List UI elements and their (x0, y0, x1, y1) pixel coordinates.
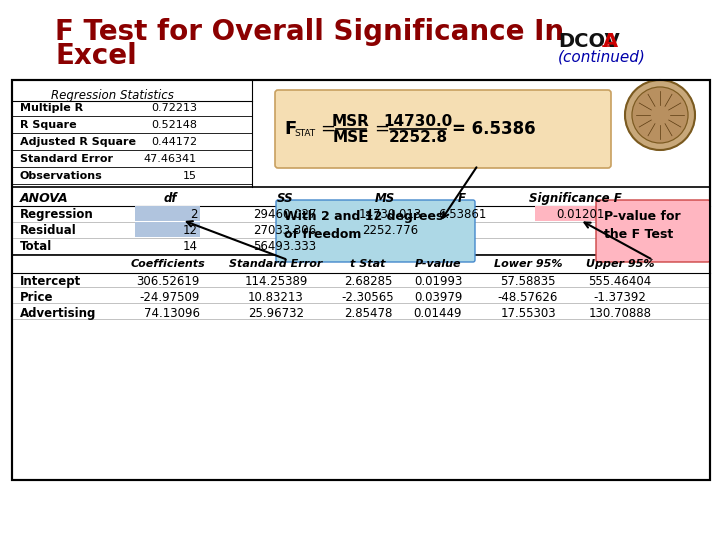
Text: 2.85478: 2.85478 (344, 307, 392, 320)
Text: Standard Error: Standard Error (20, 154, 113, 164)
Text: 29460.027: 29460.027 (253, 208, 317, 221)
Text: 0.52148: 0.52148 (151, 120, 197, 130)
Text: 0.01201: 0.01201 (556, 208, 604, 221)
Text: Excel: Excel (55, 42, 137, 70)
Text: -48.57626: -48.57626 (498, 291, 558, 304)
Text: Regression Statistics: Regression Statistics (50, 89, 174, 102)
FancyBboxPatch shape (276, 200, 475, 262)
Text: Intercept: Intercept (20, 275, 81, 288)
Text: of freedom: of freedom (284, 228, 361, 241)
Text: -24.97509: -24.97509 (140, 291, 200, 304)
Bar (535, 206, 625, 221)
Text: = 6.5386: = 6.5386 (452, 120, 536, 138)
Text: 555.46404: 555.46404 (588, 275, 652, 288)
Text: 27033.306: 27033.306 (253, 224, 317, 237)
Text: F: F (458, 192, 466, 205)
Text: Lower 95%: Lower 95% (494, 259, 562, 269)
FancyBboxPatch shape (275, 90, 611, 168)
Text: SS: SS (276, 192, 293, 205)
Text: Regression: Regression (20, 208, 94, 221)
Text: With 2 and 12 degrees: With 2 and 12 degrees (284, 210, 444, 223)
Text: 14730.0: 14730.0 (383, 113, 453, 129)
Text: 12: 12 (183, 224, 198, 237)
Text: =: = (374, 120, 389, 138)
Text: Coefficients: Coefficients (130, 259, 205, 269)
Text: F Test for Overall Significance In: F Test for Overall Significance In (55, 18, 564, 46)
Text: 114.25389: 114.25389 (244, 275, 307, 288)
Text: Advertising: Advertising (20, 307, 96, 320)
Text: STAT: STAT (294, 130, 315, 138)
Text: the F Test: the F Test (604, 228, 673, 241)
Text: Multiple R: Multiple R (20, 103, 83, 113)
Text: =: = (320, 120, 335, 138)
Text: ANOVA: ANOVA (20, 192, 68, 205)
Text: t Stat: t Stat (350, 259, 386, 269)
Text: 25.96732: 25.96732 (248, 307, 304, 320)
Text: 15: 15 (183, 171, 197, 181)
Text: P-value: P-value (415, 259, 462, 269)
Text: 56493.333: 56493.333 (253, 240, 317, 253)
Text: MS: MS (375, 192, 395, 205)
Text: 0.44172: 0.44172 (151, 137, 197, 147)
Text: DCOV: DCOV (558, 32, 620, 51)
Text: -2.30565: -2.30565 (342, 291, 395, 304)
Text: 306.52619: 306.52619 (137, 275, 200, 288)
Text: 130.70888: 130.70888 (588, 307, 652, 320)
Text: R Square: R Square (20, 120, 76, 130)
Text: 10.83213: 10.83213 (248, 291, 304, 304)
Circle shape (632, 87, 688, 143)
Text: A: A (603, 32, 618, 51)
Text: Significance F: Significance F (528, 192, 621, 205)
Text: 74.13096: 74.13096 (144, 307, 200, 320)
Text: 17.55303: 17.55303 (500, 307, 556, 320)
Text: MSR: MSR (332, 113, 370, 129)
Text: P-value for: P-value for (604, 210, 680, 223)
Text: 2252.8: 2252.8 (388, 131, 448, 145)
Text: df: df (163, 192, 176, 205)
Bar (12, 80, 710, 480)
Text: -1.37392: -1.37392 (593, 291, 647, 304)
Text: 14730.013: 14730.013 (359, 208, 422, 221)
Bar (350, 222, 430, 237)
Text: 0.01993: 0.01993 (414, 275, 462, 288)
Text: Adjusted R Square: Adjusted R Square (20, 137, 136, 147)
Bar (135, 206, 200, 221)
Text: Standard Error: Standard Error (229, 259, 323, 269)
Text: Residual: Residual (20, 224, 77, 237)
FancyBboxPatch shape (596, 200, 710, 262)
Bar (350, 206, 430, 221)
Text: 0.01449: 0.01449 (414, 307, 462, 320)
Text: 2252.776: 2252.776 (362, 224, 418, 237)
Text: 0.72213: 0.72213 (151, 103, 197, 113)
Text: 2.68285: 2.68285 (344, 275, 392, 288)
Bar (12, 80, 710, 480)
Text: 2: 2 (191, 208, 198, 221)
Text: 14: 14 (183, 240, 198, 253)
Circle shape (625, 80, 695, 150)
Bar (135, 222, 200, 237)
Text: Price: Price (20, 291, 53, 304)
Text: 0.03979: 0.03979 (414, 291, 462, 304)
Text: $\mathbf{F}$: $\mathbf{F}$ (284, 120, 297, 138)
Text: MSE: MSE (333, 131, 369, 145)
Text: Upper 95%: Upper 95% (586, 259, 654, 269)
Text: 57.58835: 57.58835 (500, 275, 556, 288)
Text: Observations: Observations (20, 171, 103, 181)
Text: Total: Total (20, 240, 53, 253)
Text: 6.53861: 6.53861 (438, 208, 486, 221)
Text: 47.46341: 47.46341 (144, 154, 197, 164)
Text: (continued): (continued) (558, 50, 646, 65)
